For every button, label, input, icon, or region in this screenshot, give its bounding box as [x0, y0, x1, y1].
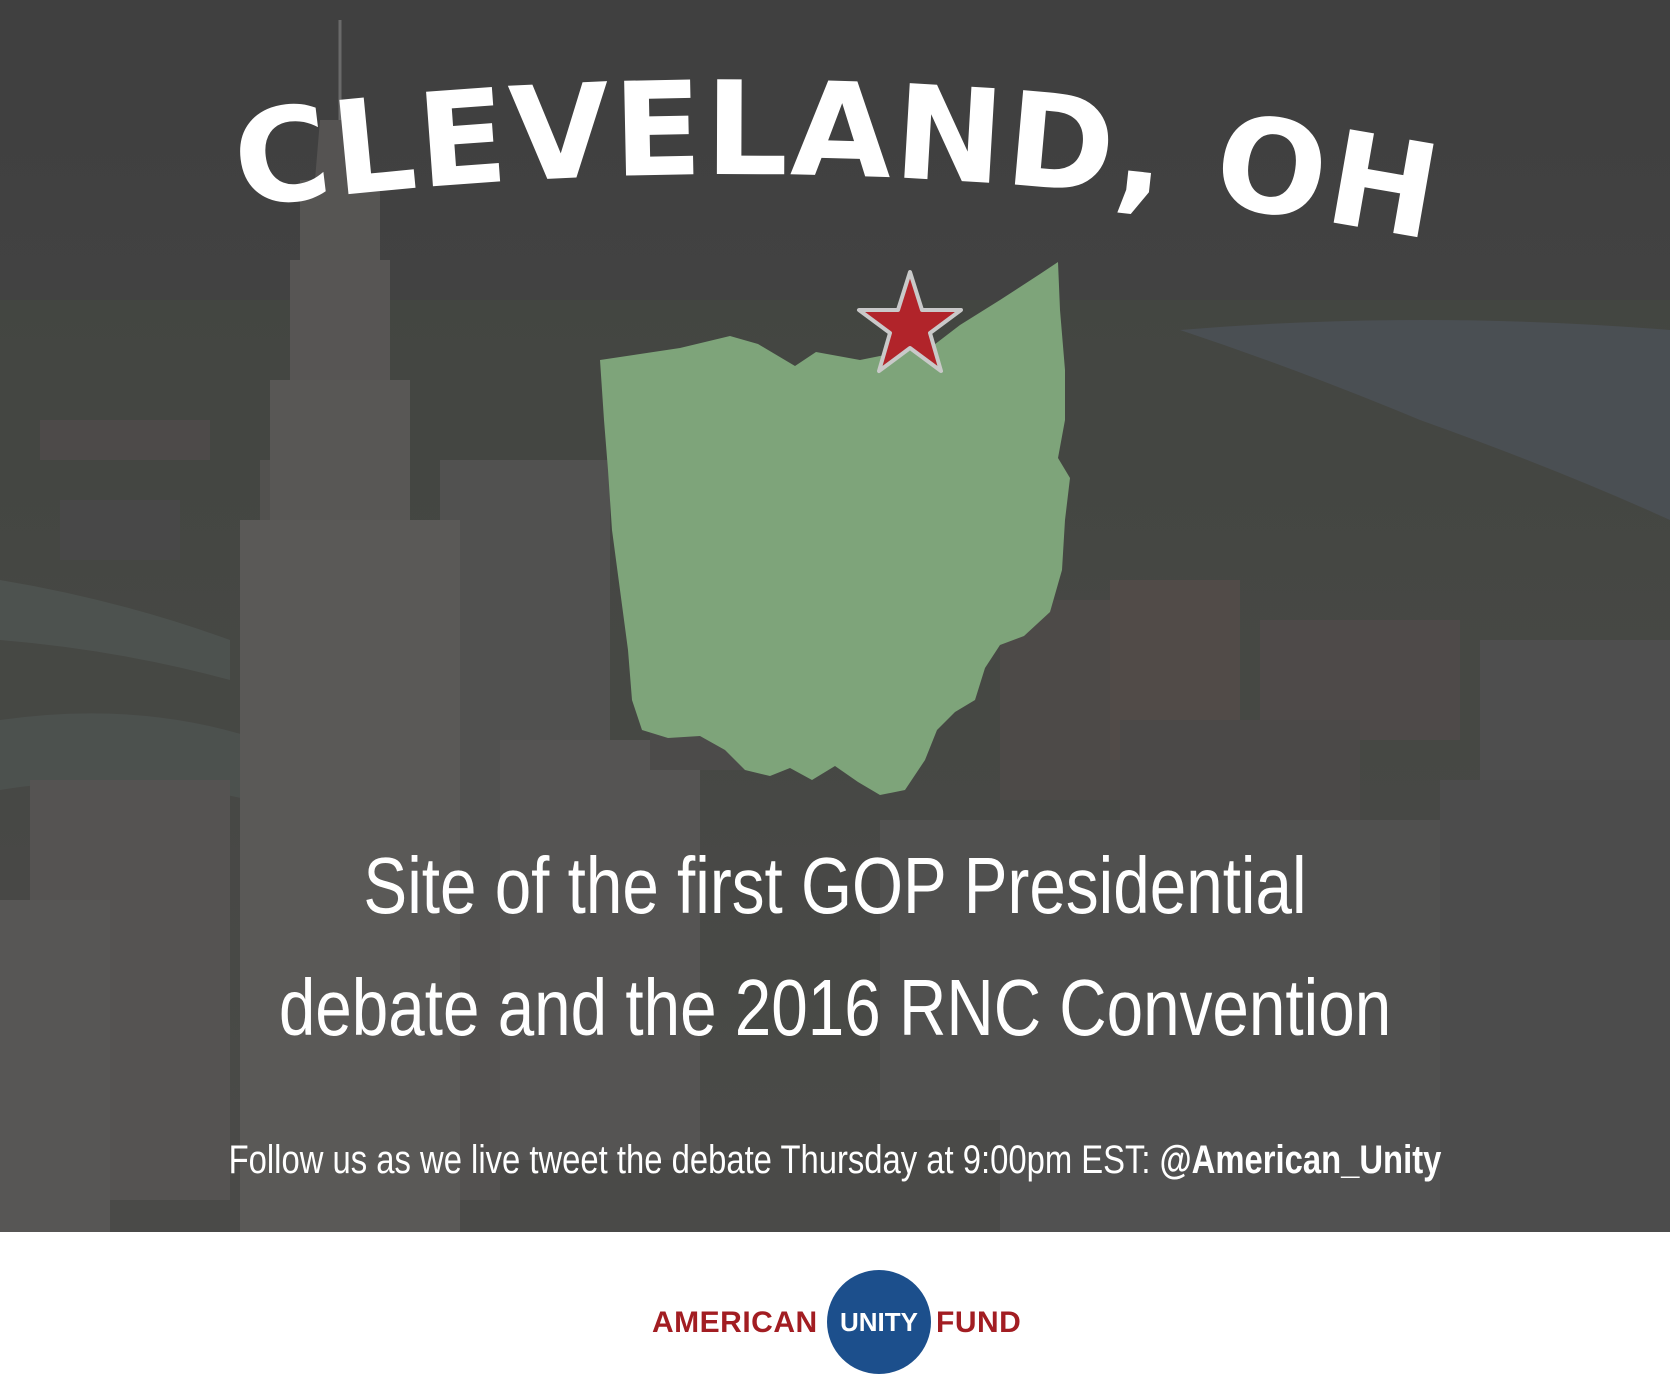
twitter-handle[interactable]: @American_Unity — [1159, 1138, 1442, 1182]
subtitle-line-1: Site of the first GOP Presidential — [363, 841, 1307, 930]
star-icon — [857, 270, 963, 373]
logo-word-fund: FUND — [936, 1306, 1022, 1339]
ohio-map-icon — [600, 262, 1070, 795]
logo-unity-circle: UNITY — [827, 1270, 931, 1374]
subtitle-line-2: debate and the 2016 RNC Convention — [278, 963, 1392, 1052]
logo-word-unity: UNITY — [840, 1307, 918, 1337]
follow-text: Follow us as we live tweet the debate Th… — [228, 1138, 1160, 1182]
city-photo-panel: CLEVELAND, OH Site of the first GOP Pres… — [0, 0, 1670, 1232]
logo-word-american: AMERICAN — [652, 1306, 818, 1339]
american-unity-fund-logo: AMERICAN UNITY FUND — [0, 1232, 1670, 1400]
footer: AMERICAN UNITY FUND — [0, 1232, 1670, 1400]
headline-svg: CLEVELAND, OH — [225, 53, 1449, 270]
follow-line: Follow us as we live tweet the debate Th… — [150, 1135, 1519, 1185]
